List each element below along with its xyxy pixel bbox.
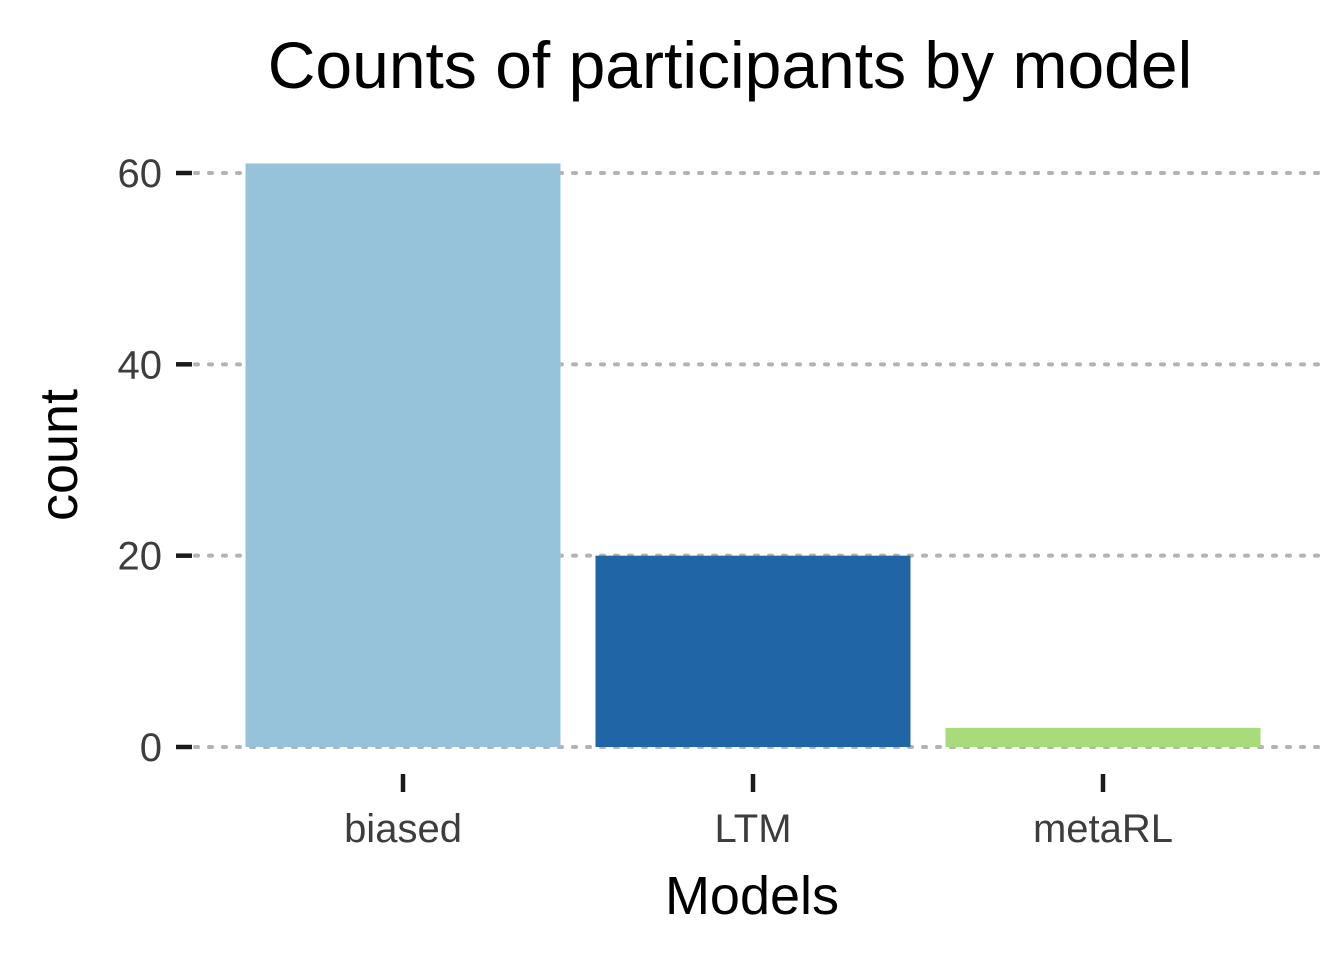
- y-tick-label: 60: [118, 152, 163, 196]
- bars: [245, 163, 1261, 747]
- y-axis: 0 20 40 60: [118, 152, 192, 770]
- x-axis: biased LTM metaRL: [344, 774, 1173, 851]
- bar-LTM: [595, 555, 911, 747]
- bar-biased: [245, 163, 561, 747]
- y-tick-label: 20: [118, 535, 163, 579]
- y-axis-title: count: [29, 389, 89, 521]
- chart-title: Counts of participants by model: [268, 28, 1192, 102]
- y-tick-label: 40: [118, 343, 163, 387]
- x-tick-label: LTM: [714, 807, 791, 851]
- x-tick-label: biased: [344, 807, 462, 851]
- x-tick-label: metaRL: [1033, 807, 1173, 851]
- y-tick-label: 0: [140, 726, 162, 770]
- x-axis-title: Models: [665, 866, 839, 926]
- bar-metaRL: [945, 727, 1261, 747]
